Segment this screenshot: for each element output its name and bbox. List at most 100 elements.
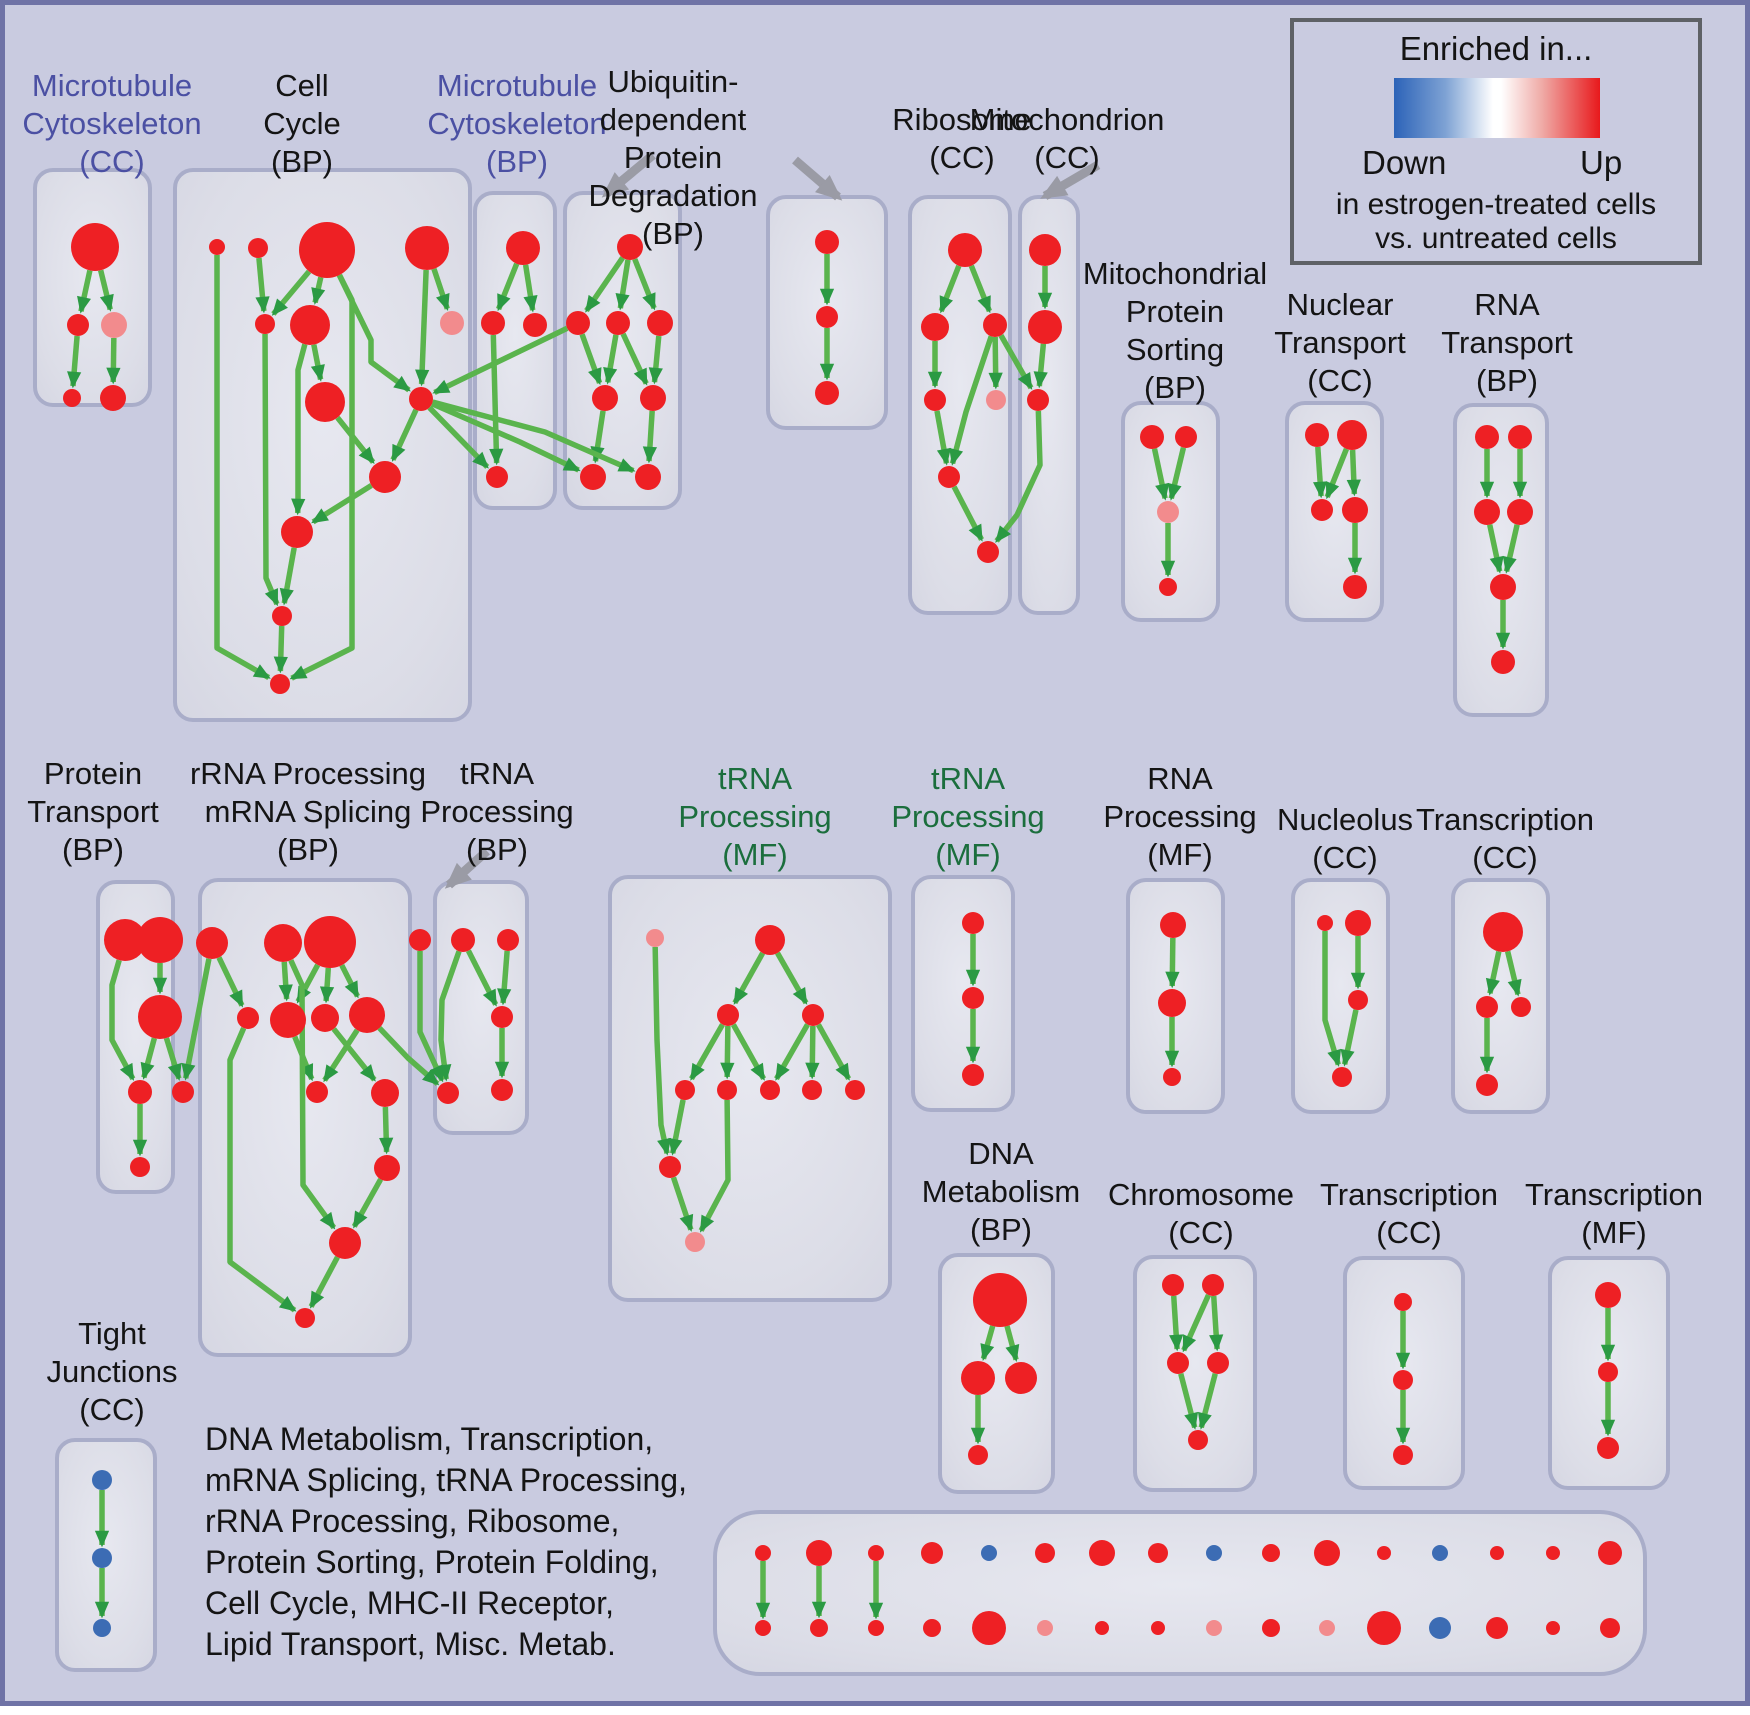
go-term-node <box>635 464 661 490</box>
go-edge <box>579 333 603 386</box>
legend-caption-line2: vs. untreated cells <box>1375 222 1617 255</box>
cluster-box-dna-metabolism <box>938 1253 1055 1494</box>
go-edge <box>1178 1372 1199 1430</box>
go-term-node <box>938 466 960 488</box>
label-pointer-arrow <box>601 151 656 198</box>
go-term-node <box>1474 499 1500 525</box>
go-edge <box>951 485 984 542</box>
label-pointer-arrow <box>792 156 843 201</box>
go-edge <box>1485 950 1502 996</box>
go-term-node <box>523 313 547 337</box>
go-edge <box>805 1025 820 1080</box>
go-term-node <box>1490 574 1516 600</box>
go-term-node <box>1377 1546 1391 1560</box>
go-term-node <box>1511 997 1531 1017</box>
go-edge <box>1181 1293 1212 1353</box>
go-edge <box>273 625 288 674</box>
go-term-node <box>675 1080 695 1100</box>
go-term-node <box>481 311 505 335</box>
go-term-node <box>196 927 228 959</box>
go-edge <box>615 259 631 311</box>
go-term-node <box>592 385 618 411</box>
go-term-node <box>374 1155 400 1181</box>
go-term-node <box>1027 389 1049 411</box>
go-edge <box>465 949 499 1007</box>
go-term-node <box>306 1081 328 1103</box>
go-term-node <box>1342 497 1368 523</box>
go-term-node <box>1035 1543 1055 1563</box>
go-edge <box>432 325 569 395</box>
go-term-node <box>138 995 182 1039</box>
cluster-label-chromosome: Chromosome (CC) <box>1107 1177 1295 1250</box>
go-edge <box>1169 1295 1184 1352</box>
go-term-node <box>566 311 590 335</box>
go-edge <box>497 950 512 1006</box>
go-term-node <box>1175 426 1197 448</box>
go-term-node <box>371 1079 399 1107</box>
go-term-node <box>1160 912 1186 938</box>
go-term-node <box>1163 1068 1181 1086</box>
go-term-node <box>1037 1620 1053 1636</box>
go-edge <box>496 262 520 312</box>
cluster-box-transcription-cc-mid <box>1451 878 1550 1114</box>
go-term-node <box>802 1080 822 1100</box>
go-term-node <box>1188 1430 1208 1450</box>
go-edge <box>1165 937 1180 989</box>
cluster-label-nucleolus: Nucleolus (CC) <box>1276 802 1414 875</box>
go-term-node <box>983 313 1007 337</box>
go-term-node <box>1476 1074 1498 1096</box>
go-edge <box>308 1255 340 1309</box>
go-edge <box>271 269 312 316</box>
go-edge <box>1167 447 1187 501</box>
go-term-node <box>646 929 664 947</box>
legend-down-label: Down <box>1362 144 1447 181</box>
go-term-node <box>647 310 673 336</box>
go-term-node <box>760 1080 780 1100</box>
go-term-node <box>924 389 946 411</box>
go-term-node <box>311 1004 339 1032</box>
misc-categories-note: DNA Metabolism, Transcription, mRNA Spli… <box>205 1421 687 1662</box>
go-term-node <box>717 1080 737 1100</box>
go-edge <box>1004 1325 1020 1362</box>
cluster-label-tight-junctions: Tight Junctions (CC) <box>46 1316 178 1427</box>
go-edge <box>632 258 657 311</box>
go-term-node <box>237 1007 259 1029</box>
go-edge <box>427 405 490 469</box>
go-edge <box>289 273 355 681</box>
go-term-node <box>755 925 785 955</box>
cluster-box-chromosome <box>1133 1255 1257 1492</box>
go-term-node <box>1393 1370 1413 1390</box>
go-edge <box>311 276 326 305</box>
go-edge <box>437 950 462 1082</box>
go-edge <box>1322 931 1342 1067</box>
go-term-node <box>1159 578 1177 596</box>
go-term-node <box>962 1064 984 1086</box>
go-term-node <box>921 313 949 341</box>
go-term-node <box>1598 1541 1622 1565</box>
go-term-node <box>305 382 345 422</box>
cluster-label-rrna: rRNA Processing mRNA Splicing (BP) <box>189 756 427 867</box>
go-edge <box>1151 448 1170 501</box>
go-term-node <box>299 222 355 278</box>
label-pointer-arrow <box>444 847 491 889</box>
go-term-node <box>986 390 1006 410</box>
go-term-node <box>1095 1621 1109 1635</box>
go-term-node <box>440 311 464 335</box>
go-term-node <box>1167 1352 1189 1374</box>
go-term-node <box>130 1157 150 1177</box>
go-term-node <box>1475 425 1499 449</box>
go-edge <box>106 337 121 385</box>
go-term-node <box>1311 499 1333 521</box>
go-term-node <box>1319 1620 1335 1636</box>
go-edge <box>77 269 93 314</box>
cluster-box-cell-cycle <box>173 168 472 722</box>
go-edge <box>584 256 625 313</box>
go-term-node <box>1089 1540 1115 1566</box>
go-term-node <box>962 912 984 934</box>
go-edge <box>1504 950 1522 997</box>
go-term-node <box>580 464 606 490</box>
go-term-node <box>1314 1540 1340 1566</box>
go-term-node <box>981 1545 997 1561</box>
go-term-node <box>1305 423 1329 447</box>
go-edge <box>262 333 280 607</box>
